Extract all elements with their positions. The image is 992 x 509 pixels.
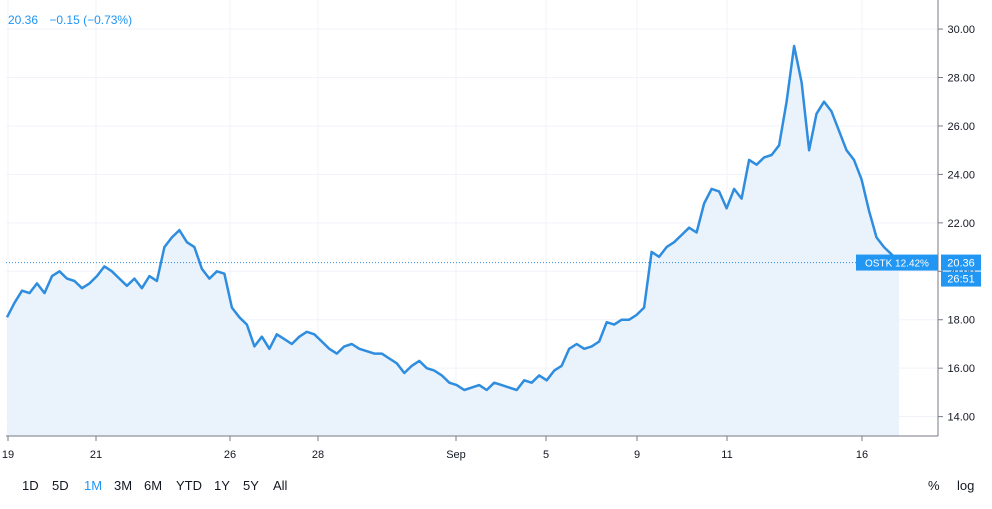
ticker-percent-label: OSTK 12.42%	[865, 259, 929, 270]
last-price-label: 20.36	[947, 258, 975, 270]
y-tick-label: 28.00	[947, 73, 975, 85]
percent-scale-toggle[interactable]: %	[928, 478, 940, 493]
ticker-percent-badge	[856, 254, 938, 271]
x-tick-label: 11	[721, 449, 732, 461]
legend-change: −0.15 (−0.73%)	[49, 13, 133, 27]
legend-last-price: 20.36	[8, 13, 39, 27]
x-tick-label: 16	[856, 449, 868, 461]
x-tick-label: Sep	[446, 449, 466, 461]
x-tick-label: 26	[224, 449, 236, 461]
timeframe-all-button[interactable]: All	[273, 478, 288, 493]
series-line[interactable]	[5, 44, 900, 392]
timeframe-1m-button[interactable]: 1M	[84, 478, 103, 493]
x-tick-label: 19	[2, 449, 14, 461]
timeframe-ytd-button[interactable]: YTD	[176, 478, 202, 493]
timeframe-3m-button[interactable]: 3M	[114, 478, 133, 493]
last-price-badge	[941, 254, 981, 271]
x-tick-label: 5	[543, 449, 549, 461]
price-legend: 20.36 −0.15 (−0.73%)	[8, 13, 140, 27]
countdown-badge	[941, 271, 981, 287]
timeframe-5y-button[interactable]: 5Y	[243, 478, 259, 493]
timeframe-5d-button[interactable]: 5D	[52, 478, 69, 493]
series-area-fill	[7, 46, 899, 436]
y-tick-label: 14.00	[947, 412, 975, 424]
y-tick-label: 26.00	[947, 121, 975, 133]
timeframe-6m-button[interactable]: 6M	[144, 478, 163, 493]
y-tick-label: 24.00	[947, 169, 975, 181]
timeframe-bar: 1D 5D 1M 3M 6M YTD 1Y 5Y All % log	[0, 468, 992, 504]
log-scale-toggle[interactable]: log	[957, 478, 975, 493]
y-tick-label: 30.00	[947, 24, 975, 36]
x-tick-label: 21	[90, 449, 102, 461]
timeframe-1d-button[interactable]: 1D	[22, 478, 39, 493]
y-tick-label: 18.00	[947, 315, 975, 327]
timeframe-1y-button[interactable]: 1Y	[214, 478, 230, 493]
y-tick-label: 16.00	[947, 363, 975, 375]
y-tick-label: 22.00	[947, 218, 975, 230]
x-tick-label: 28	[312, 449, 324, 461]
countdown-label: 26:51	[947, 274, 975, 286]
x-tick-label: 9	[634, 449, 640, 461]
